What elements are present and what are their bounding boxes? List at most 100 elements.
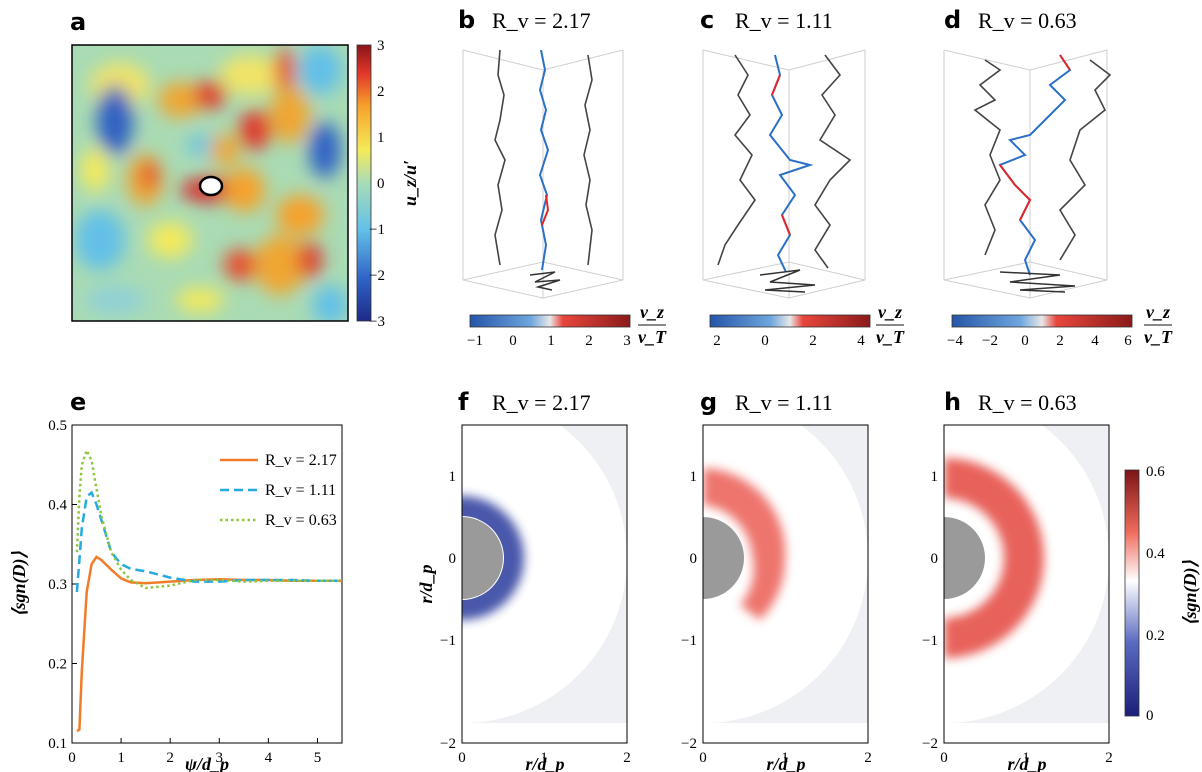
panel-d: d R_v = 0.63 −4 −2 0 2 4 6 v_z v_T (943, 6, 1173, 349)
colorbar-a-label: u_z/u′ (400, 160, 420, 206)
colorbar-b-tick: −1 (467, 333, 483, 349)
y-tick-label: 0.1 (48, 736, 67, 752)
colorbar-c-label-num: v_z (878, 302, 902, 322)
legend-label: R_v = 1.11 (265, 482, 336, 499)
panel-a: a (70, 8, 420, 330)
panel-label-g: g (700, 388, 717, 416)
panel-b: b R_v = 2.17 −1 0 1 2 3 v_z v_T (458, 6, 667, 349)
y-tick-label: 0.3 (48, 577, 67, 593)
y-tick-h: −2 (922, 736, 938, 752)
trajectory-projection-right-c (814, 54, 852, 269)
y-tick-g: 0 (690, 551, 698, 567)
x-label-g: r/d_p (766, 754, 805, 772)
sgn-map-g-frame (702, 424, 869, 744)
y-tick-label: 0.2 (48, 657, 67, 673)
x-tick-h: 2 (1105, 750, 1113, 766)
y-tick-h: 1 (931, 469, 939, 485)
colorbar-a-tick: 2 (377, 84, 385, 100)
panel-f: f R_v = 2.17 (458, 388, 628, 744)
panel-label-c: c (700, 6, 714, 34)
chart-e-xlabel: ψ/d_p (185, 754, 229, 772)
panel-title-d: R_v = 0.63 (978, 8, 1077, 33)
colorbar-d-tick: 4 (1091, 333, 1099, 349)
chart-e-lines (75, 447, 342, 733)
x-tick-f: 0 (458, 750, 466, 766)
colorbar-h-label: ⟨sgn(D)⟩ (1180, 560, 1201, 626)
series-line-2 (75, 447, 342, 590)
trajectory-projection-left-d (973, 59, 1002, 256)
y-tick-g: −1 (681, 633, 697, 649)
colorbar-b-tick: 2 (585, 333, 593, 349)
panel-label-e: e (70, 388, 86, 416)
particle-marker (198, 175, 224, 197)
panel-label-a: a (70, 8, 86, 36)
colorbar-h (1124, 469, 1140, 717)
panel-label-d: d (944, 6, 961, 34)
colorbar-d (951, 314, 1133, 328)
colorbar-a (356, 44, 372, 322)
y-tick-g: −2 (681, 736, 697, 752)
trajectory-d (998, 54, 1072, 276)
colorbar-a-tick: 3 (377, 38, 385, 54)
panel-title-h: R_v = 0.63 (978, 390, 1077, 415)
colorbar-d-tick: −4 (947, 333, 963, 349)
sgn-map-f-frame (461, 424, 628, 744)
colorbar-d-label-num: v_z (1146, 302, 1170, 322)
x-tick-label: 2 (166, 750, 174, 766)
colorbar-b-tick: 3 (623, 333, 631, 349)
y-tick-h: 0 (931, 551, 939, 567)
y-tick-f: −1 (440, 633, 456, 649)
trajectory-d-fast (999, 54, 1071, 221)
trajectory-projection-right-b (583, 54, 593, 266)
colorbar-a-tick: 1 (377, 130, 385, 146)
x-label-h: r/d_p (1007, 754, 1046, 772)
colorbar-d-tick: 0 (1021, 333, 1029, 349)
panel-title-g: R_v = 1.11 (735, 390, 833, 415)
panel-title-c: R_v = 1.11 (735, 8, 833, 33)
chart-e-ticks: 0 1 2 3 4 5 0.1 0.2 0.3 0.4 0.5 (48, 418, 321, 766)
series-line-0 (76, 555, 342, 733)
y-tick-f: −2 (440, 736, 456, 752)
colorbar-d-label-den: v_T (1144, 327, 1173, 347)
colorbar-c (709, 314, 871, 328)
y-tick-g: 1 (690, 469, 698, 485)
x-tick-h: 0 (940, 750, 948, 766)
panel-title-f: R_v = 2.17 (492, 390, 591, 415)
heatmap-frame (71, 44, 349, 322)
fgh-axes: 0 1 2 1 0 −1 −2 r/d_p r/d_p 0 1 2 1 0 −1… (416, 469, 1113, 772)
sgn-map-h (944, 425, 1109, 743)
x-tick-label: 4 (265, 750, 273, 766)
x-tick-h: 1 (1022, 750, 1030, 766)
x-tick-label: 5 (314, 750, 322, 766)
colorbar-b-label-den: v_T (638, 327, 667, 347)
sgn-map-f (462, 425, 627, 743)
colorbar-c-tick: 0 (761, 333, 769, 349)
panel-e: e 0 1 2 3 4 50.10.20.30.40.5 R_v = 2.17R_v = … (9, 388, 343, 772)
y-tick-f: 0 (449, 551, 457, 567)
colorbar-b-tick: 0 (509, 333, 517, 349)
velocity-field-heatmap (72, 45, 348, 321)
x-label-f: r/d_p (525, 754, 564, 772)
panel-label-h: h (944, 388, 961, 416)
colorbar-a-ticks: 3 2 1 0 −1 −2 −3 (369, 38, 385, 330)
x-tick-label: 3 (216, 750, 224, 766)
y-tick-label: 0.5 (48, 418, 67, 434)
trajectory-projection-left-b (494, 49, 506, 266)
x-tick-f: 1 (540, 750, 548, 766)
colorbar-h-tick: 0.4 (1146, 546, 1165, 562)
colorbar-d-tick: 6 (1124, 333, 1132, 349)
colorbar-h-tick: 0.6 (1146, 464, 1165, 480)
trajectory-box-d (943, 49, 1108, 299)
chart-e-ylabel: ⟨sgn(D)⟩ (9, 551, 30, 617)
colorbar-d-tick: 2 (1056, 333, 1064, 349)
colorbar-b-tick: 1 (547, 333, 555, 349)
colorbar-c-tick: 2 (713, 333, 721, 349)
colorbar-a-tick: −2 (369, 268, 385, 284)
chart-e-frame (71, 424, 343, 744)
x-tick-g: 2 (864, 750, 872, 766)
y-tick-h: −1 (922, 633, 938, 649)
x-tick-g: 0 (699, 750, 707, 766)
y-tick-label: 0.4 (48, 498, 67, 514)
colorbar-c-tick: 2 (809, 333, 817, 349)
